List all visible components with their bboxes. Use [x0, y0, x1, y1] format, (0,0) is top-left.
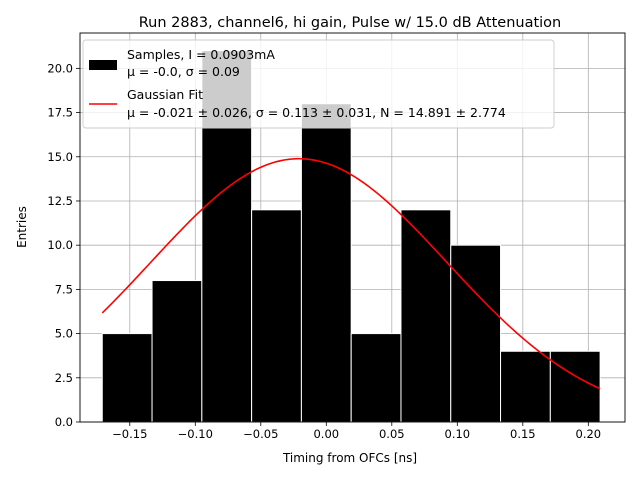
legend-samples-swatch: [89, 60, 117, 70]
fit-curve-group: [101, 157, 601, 390]
histogram-bar: [400, 209, 452, 423]
x-tick-label: 0.20: [576, 427, 602, 441]
x-tick-label: 0.15: [510, 427, 536, 441]
y-tick-label: 7.5: [55, 282, 73, 296]
x-tick-label: −0.05: [243, 427, 278, 441]
legend-fit-label: Gaussian Fit: [127, 87, 203, 102]
x-axis-label: Timing from OFCs [ns]: [282, 451, 417, 465]
y-tick-label: 0.0: [55, 415, 73, 429]
x-tick-label: 0.10: [445, 427, 471, 441]
histogram-bar: [251, 209, 302, 423]
y-tick-label: 20.0: [47, 61, 73, 75]
y-tick-label: 5.0: [55, 327, 73, 341]
y-tick-label: 15.0: [47, 150, 73, 164]
histogram-bar: [450, 244, 502, 423]
histogram-bar: [300, 103, 352, 423]
histogram-bar: [350, 333, 402, 423]
histogram-bar: [500, 350, 551, 423]
y-tick-label: 12.5: [47, 194, 73, 208]
histogram-bar: [549, 350, 601, 423]
y-axis-label: Entries: [15, 206, 29, 248]
y-tick-label: 2.5: [55, 371, 73, 385]
legend-fit-stats: μ = -0.021 ± 0.026, σ = 0.113 ± 0.031, N…: [127, 105, 506, 120]
plot-frame: [79, 32, 626, 423]
chart-title: Run 2883, channel6, hi gain, Pulse w/ 15…: [139, 15, 562, 31]
x-tick-label: 0.00: [313, 427, 339, 441]
y-tick-label: 10.0: [47, 238, 73, 252]
histogram-bar: [151, 280, 203, 423]
gaussian-fit-curve: [101, 157, 601, 390]
legend-samples-label: Samples, I = 0.0903mA: [127, 47, 275, 62]
legend-box: [82, 39, 555, 129]
x-tick-label: −0.15: [112, 427, 147, 441]
legend: Samples, I = 0.0903mA μ = -0.0, σ = 0.09…: [82, 39, 555, 129]
legend-samples-stats: μ = -0.0, σ = 0.09: [127, 64, 240, 79]
axes: −0.15 −0.10 −0.05 0.00 0.05 0.10 0.15 0.20 0.0 2.…: [47, 61, 601, 441]
x-tick-label: −0.10: [178, 427, 213, 441]
y-tick-label: 17.5: [47, 106, 73, 120]
x-tick-label: 0.05: [379, 427, 405, 441]
histogram-bar: [101, 333, 153, 423]
